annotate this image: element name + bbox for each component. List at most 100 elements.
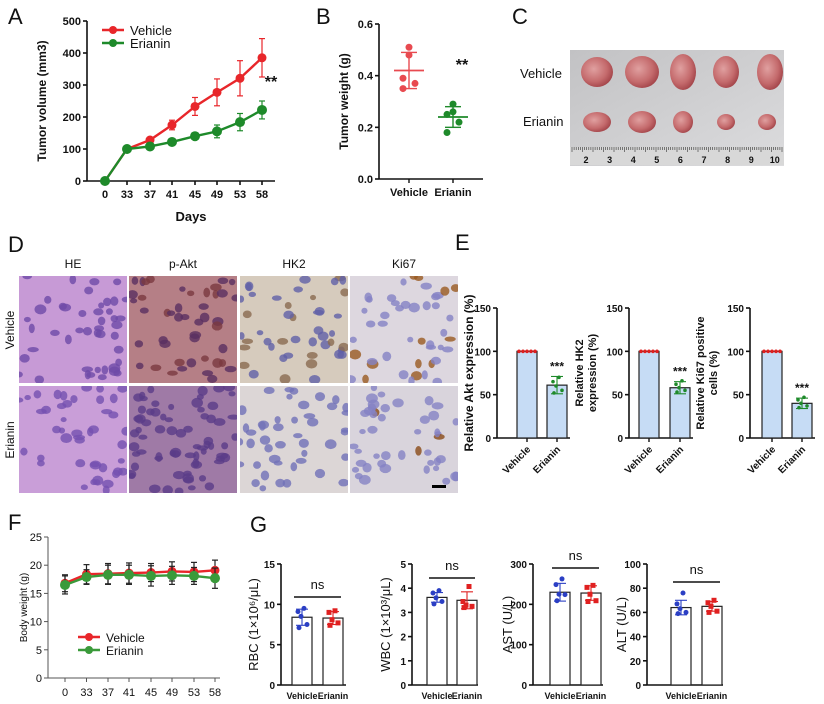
y-tick-label: 50 [480, 391, 492, 402]
y-axis-label: WBC (1×10³/μL) [378, 577, 393, 672]
series-erianin [100, 100, 267, 186]
x-axis-label: Days [175, 209, 206, 224]
column-label-3: Ki67 [392, 257, 416, 271]
nucleus [164, 417, 174, 423]
tissue-background [240, 276, 348, 383]
histology-image-he-erianin [19, 386, 127, 493]
nucleus [69, 276, 77, 285]
nucleus [298, 438, 309, 448]
nucleus [81, 386, 93, 392]
chart-g3: 0 100 200 300 AST (U/L) Vehicle Erianin ns [500, 548, 606, 701]
group-vehicle [761, 349, 783, 439]
nucleus [101, 365, 109, 375]
y-tick-label: 20 [630, 657, 642, 668]
nucleus [117, 440, 127, 450]
data-point [762, 349, 766, 354]
nucleus [361, 307, 368, 314]
nucleus [241, 338, 254, 345]
y-tick-label: 25 [30, 532, 42, 544]
nucleus [315, 392, 326, 402]
nucleus [305, 359, 318, 369]
tumor-vehicle [757, 54, 783, 90]
y-tick-label: 100 [624, 560, 641, 571]
nucleus [415, 446, 422, 456]
nucleus [427, 459, 435, 466]
y-tick-label: 15 [264, 560, 276, 571]
nucleus [422, 301, 431, 311]
nucleus [159, 339, 171, 348]
nucleus [367, 425, 378, 434]
y-tick-label: 2 [400, 633, 406, 644]
nucleus [342, 402, 348, 413]
nucleus [313, 326, 324, 335]
legend-swatch-marker [109, 39, 117, 47]
y-tick-label: 0.4 [358, 71, 374, 83]
nucleus [452, 471, 458, 482]
panel-label-g: G [250, 512, 267, 537]
nucleus [354, 448, 362, 454]
nucleus [442, 346, 454, 353]
nucleus [263, 386, 275, 394]
data-point [590, 582, 596, 588]
nucleus [137, 405, 146, 414]
y-tick-label: 3 [400, 608, 406, 619]
nucleus [64, 334, 72, 345]
data-point [122, 144, 132, 154]
nucleus [141, 278, 151, 286]
group-erianin [669, 379, 691, 439]
nucleus [240, 344, 251, 351]
data-point [593, 598, 599, 604]
nucleus [82, 327, 93, 336]
nucleus [274, 416, 281, 424]
nucleus [350, 349, 362, 360]
nucleus [201, 355, 209, 362]
nucleus [299, 276, 311, 284]
nucleus [392, 398, 404, 408]
data-point [556, 591, 562, 597]
nucleus [186, 358, 197, 368]
y-axis-label: ALT (U/L) [614, 597, 629, 652]
data-point [554, 598, 560, 604]
nucleus [213, 418, 226, 426]
x-tick-label: Erianin [318, 691, 349, 701]
nucleus [330, 277, 339, 286]
nucleus [105, 308, 113, 315]
tumor-erianin [717, 114, 735, 130]
significance-annotation: *** [673, 365, 687, 379]
nucleus [108, 363, 121, 374]
y-tick-label: 0 [36, 673, 42, 685]
data-point [212, 126, 222, 137]
nucleus [286, 393, 293, 400]
nucleus [259, 435, 271, 445]
nucleus [251, 479, 260, 488]
nucleus [197, 386, 208, 396]
x-tick-label: 0 [102, 189, 108, 201]
nucleus [133, 393, 144, 402]
nucleus [350, 375, 356, 383]
significance-annotation: ns [690, 562, 704, 577]
ruler-number: 2 [583, 155, 588, 165]
y-axis-label-line2: cells (%) [708, 350, 720, 395]
data-point [399, 74, 407, 82]
row-label-vehicle: Vehicle [3, 310, 17, 349]
nucleus [183, 425, 193, 433]
nucleus [381, 451, 391, 461]
nucleus [442, 477, 451, 485]
nucleus [44, 295, 52, 304]
y-tick-label: 0 [521, 681, 527, 692]
x-tick-label: 53 [188, 687, 200, 699]
tissue-background [19, 276, 127, 383]
nucleus [432, 291, 444, 300]
x-tick-label: 58 [256, 189, 268, 201]
nucleus [433, 457, 442, 466]
nucleus [314, 306, 325, 316]
nucleus [162, 485, 173, 493]
nucleus [350, 443, 359, 450]
nucleus [365, 320, 376, 328]
x-tick-label: Erianin [576, 691, 607, 701]
nucleus [314, 468, 326, 479]
nucleus [78, 310, 87, 317]
nucleus [172, 470, 185, 480]
nucleus [75, 327, 84, 334]
